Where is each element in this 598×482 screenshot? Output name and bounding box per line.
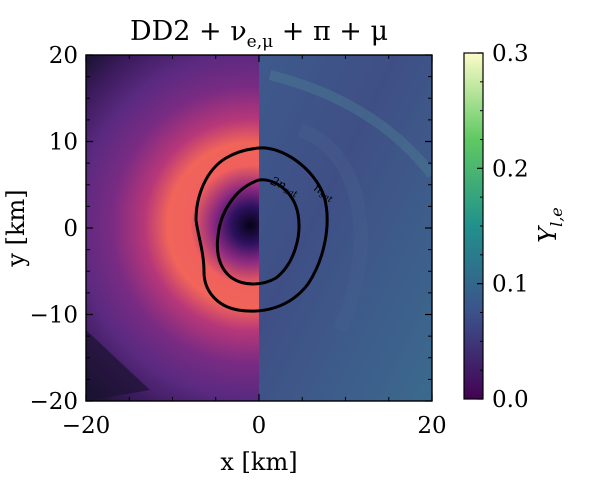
x-tick-label: 0 — [252, 413, 267, 439]
contour-label-2nsat: 2nsat — [267, 173, 302, 200]
x-tick-label: −20 — [62, 413, 111, 439]
colorbar-tick-label: 0.1 — [492, 272, 529, 298]
colorbar-tick-label: 0.0 — [492, 387, 529, 413]
colorbar-axis: 0.0 0.1 0.2 0.3 — [477, 41, 529, 413]
y-tick-label: −10 — [29, 303, 78, 329]
x-tick-label: 20 — [417, 413, 446, 439]
colorbar-tick-label: 0.2 — [492, 156, 529, 182]
right-half-ring — [297, 123, 368, 333]
heatmap-right-half — [259, 55, 432, 401]
heatmap — [86, 55, 432, 401]
y-tick-label: 0 — [63, 216, 78, 242]
y-tick-label: 20 — [49, 43, 78, 69]
chart-title: DD2 + νe,μ + π + μ — [130, 16, 388, 52]
y-axis: −20 −10 0 10 20 — [29, 43, 432, 415]
contour-2nsat — [215, 178, 301, 286]
colorbar-label: Yl,e — [534, 207, 566, 243]
x-axis-label: x [km] — [220, 448, 297, 476]
x-axis: −20 0 20 — [62, 55, 447, 439]
y-tick-label: −20 — [29, 389, 78, 415]
heatmap-left-half — [86, 55, 259, 401]
right-half-streak — [268, 70, 432, 179]
contour-nsat — [194, 146, 329, 313]
y-axis-label: y [km] — [2, 189, 30, 267]
colorbar-tick-label: 0.3 — [492, 41, 529, 67]
y-tick-label: 10 — [49, 130, 78, 156]
left-dark-corner — [86, 330, 150, 401]
